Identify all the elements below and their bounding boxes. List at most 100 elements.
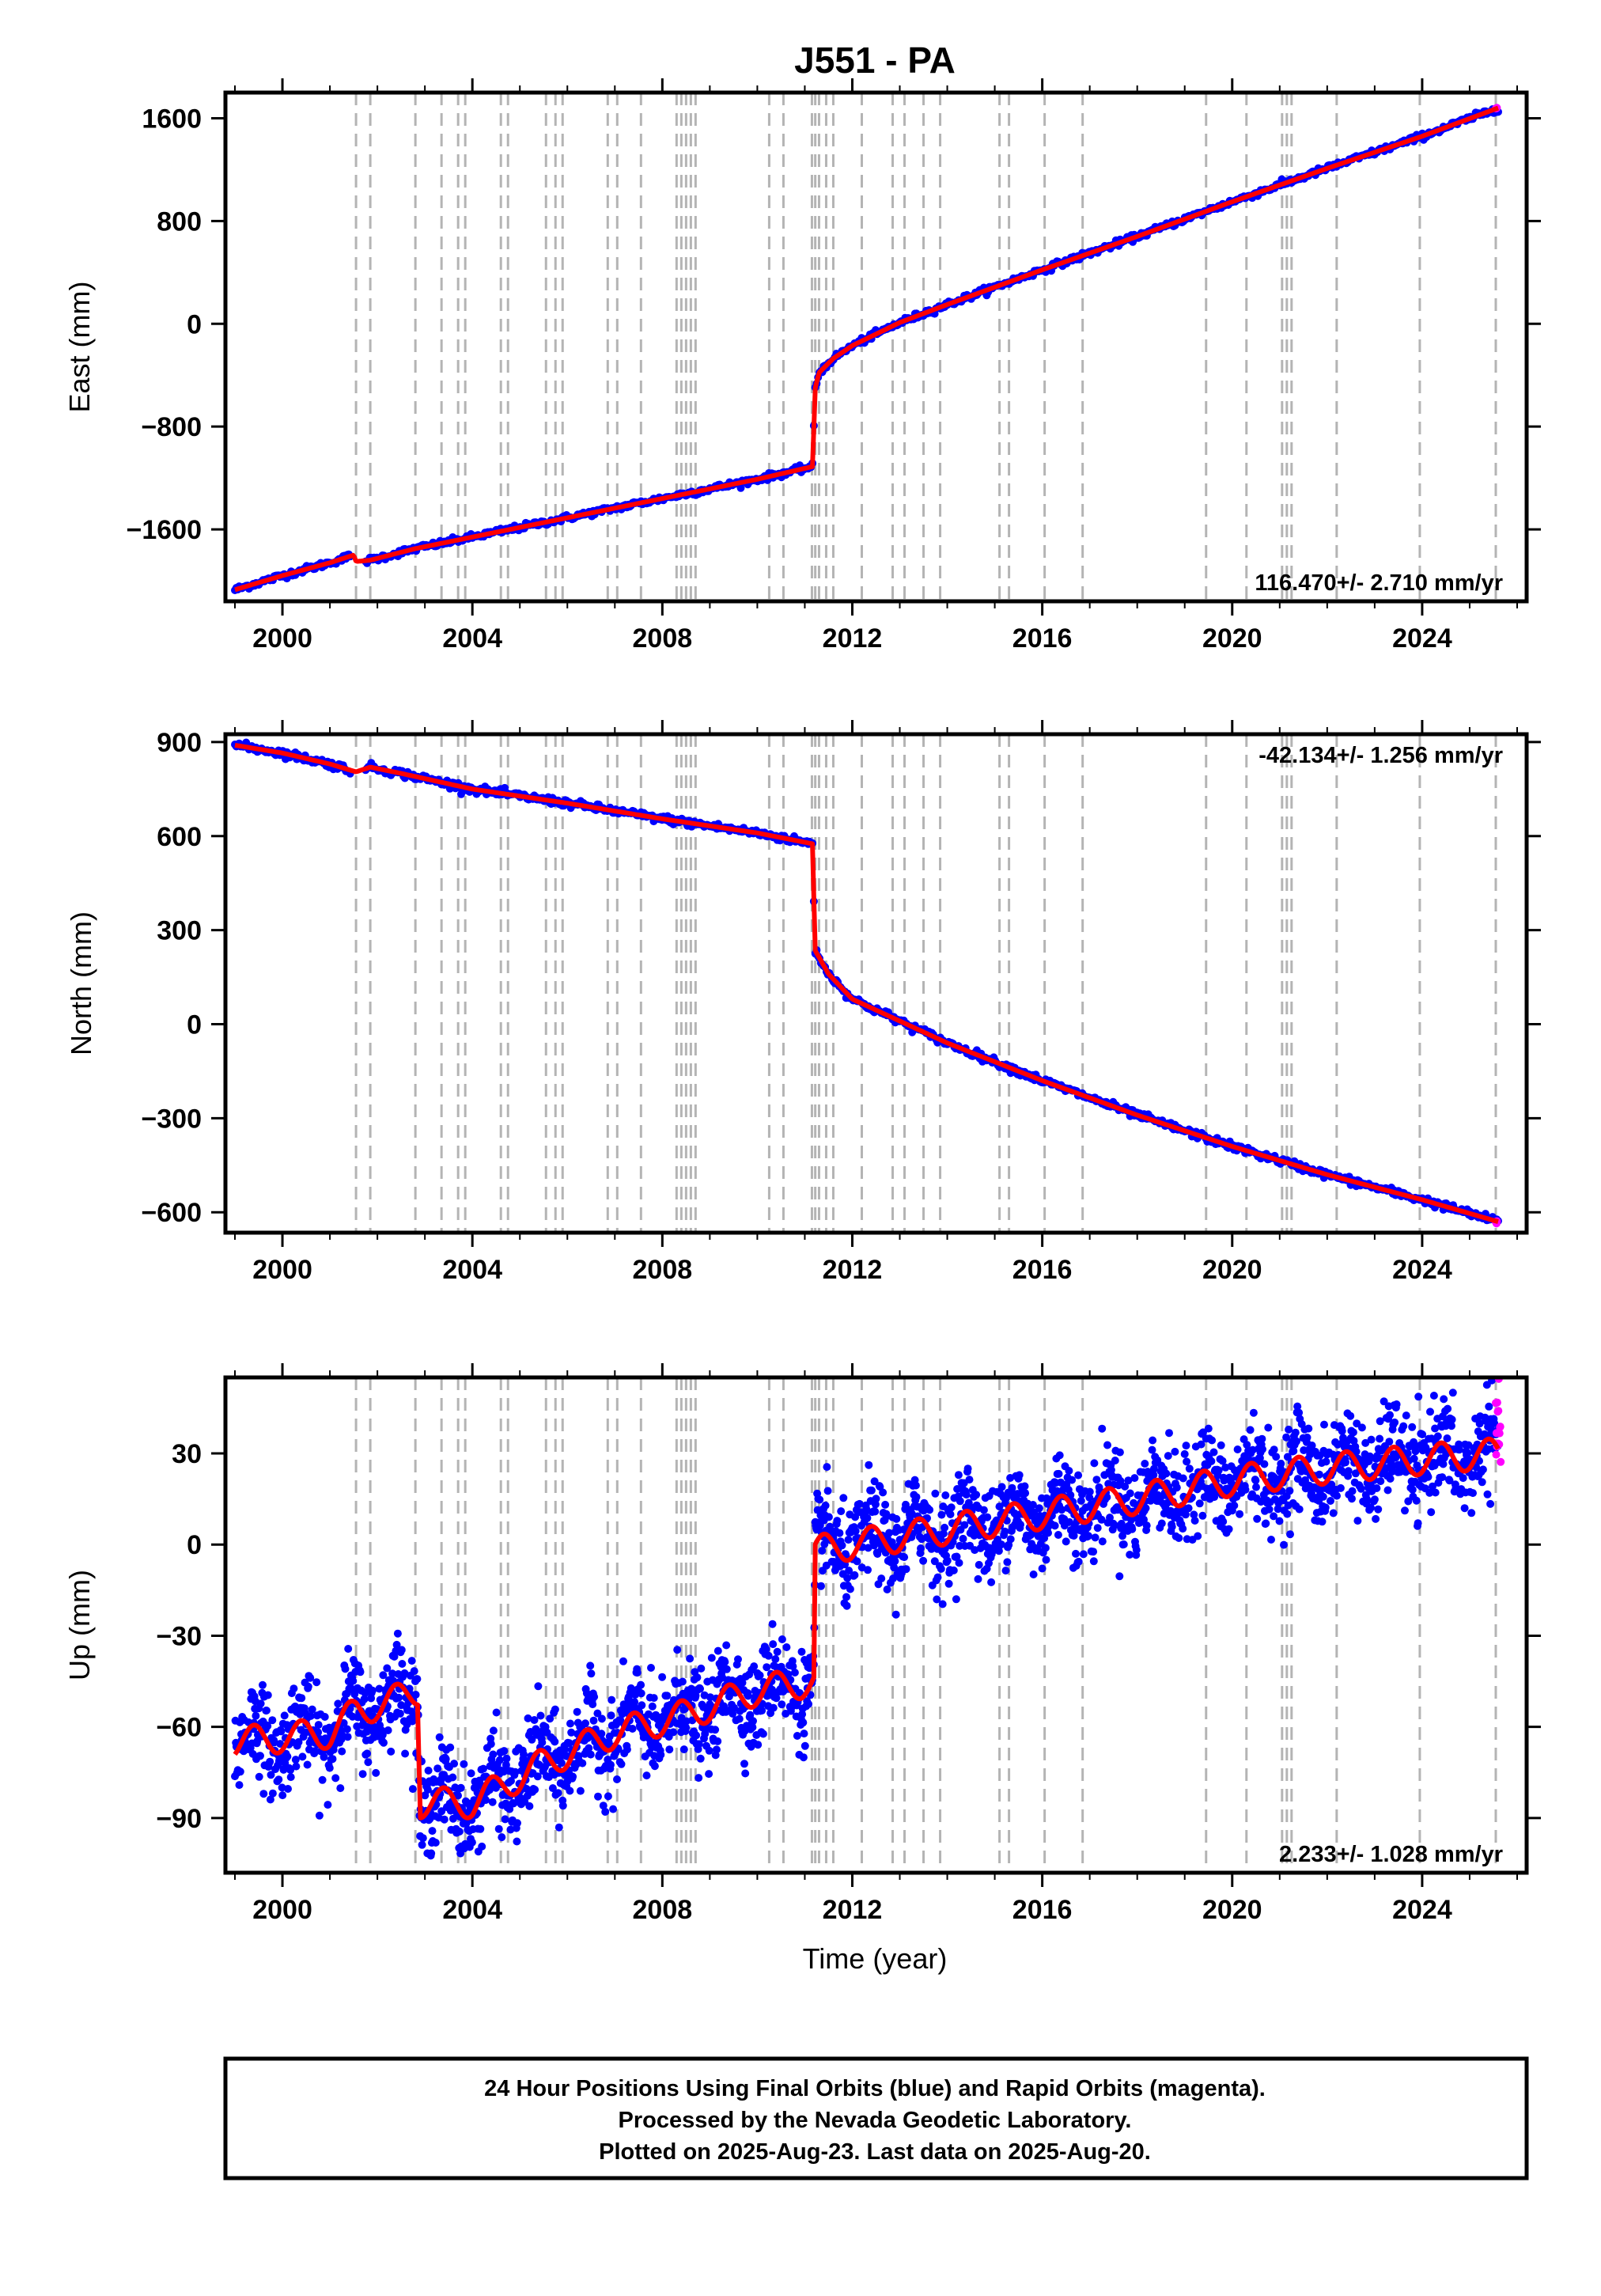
- x-tick-label: 2012: [823, 1895, 883, 1925]
- final-orbit-point: [679, 1745, 688, 1754]
- final-orbit-point: [883, 1586, 891, 1593]
- final-orbit-point: [449, 1773, 457, 1782]
- final-orbit-point: [467, 1838, 476, 1847]
- final-orbit-point: [303, 1760, 312, 1769]
- final-orbit-point: [1443, 1434, 1451, 1442]
- final-orbit-point: [1414, 1392, 1423, 1401]
- final-orbit-point: [1171, 1447, 1179, 1456]
- final-orbit-point: [1333, 1491, 1341, 1500]
- final-orbit-point: [736, 483, 745, 492]
- final-orbit-point: [1258, 1434, 1266, 1443]
- final-orbit-point: [387, 1747, 396, 1756]
- final-orbit-point: [1091, 1533, 1100, 1542]
- final-orbit-point: [1068, 1476, 1077, 1484]
- final-orbit-point: [1111, 1457, 1119, 1464]
- final-orbit-point: [851, 1527, 860, 1536]
- final-orbit-point: [268, 1716, 277, 1725]
- final-orbit-point: [933, 1595, 941, 1604]
- final-orbit-point: [741, 1769, 750, 1778]
- final-orbit-point: [1016, 1521, 1024, 1529]
- final-orbit-point: [658, 1673, 667, 1681]
- final-orbit-point: [939, 1529, 948, 1538]
- final-orbit-point: [701, 1730, 710, 1738]
- final-orbit-point: [1021, 1489, 1030, 1498]
- final-orbit-point: [607, 1760, 615, 1769]
- final-orbit-point: [1376, 1434, 1384, 1443]
- y-tick-label: 0: [187, 1530, 202, 1560]
- y-tick-label: −600: [141, 1198, 202, 1228]
- x-tick-label: 2024: [1392, 1255, 1452, 1285]
- final-orbit-point: [604, 1792, 612, 1801]
- final-orbit-point: [1006, 1535, 1015, 1544]
- velocity-label: 2.233+/- 1.028 mm/yr: [1279, 1842, 1503, 1867]
- final-orbit-point: [1241, 1485, 1250, 1494]
- final-orbit-point: [1431, 1424, 1440, 1433]
- final-orbit-point: [489, 1726, 498, 1735]
- final-orbit-point: [773, 1647, 782, 1656]
- final-orbit-point: [839, 1494, 848, 1502]
- final-orbit-point: [456, 1783, 465, 1792]
- final-orbit-point: [297, 1694, 306, 1703]
- final-orbit-point: [842, 1601, 851, 1610]
- final-orbit-point: [1318, 1517, 1327, 1526]
- final-orbit-point: [418, 1840, 426, 1849]
- final-orbit-point: [1459, 1474, 1467, 1483]
- final-orbit-point: [648, 1702, 657, 1711]
- final-orbit-point: [284, 1785, 292, 1793]
- final-orbit-point: [1035, 1504, 1043, 1513]
- final-orbit-point: [623, 1745, 631, 1754]
- final-orbit-point: [424, 1766, 433, 1775]
- final-orbit-point: [1367, 1435, 1376, 1444]
- final-orbit-point: [256, 1752, 264, 1760]
- final-orbit-point: [294, 1737, 303, 1746]
- final-orbit-point: [533, 1772, 542, 1781]
- final-orbit-point: [1180, 1449, 1189, 1458]
- final-orbit-point: [1463, 1449, 1472, 1457]
- final-orbit-point: [1391, 1418, 1399, 1426]
- final-orbit-point: [1121, 1482, 1130, 1491]
- final-orbit-point: [1344, 1467, 1353, 1476]
- final-orbit-point: [274, 1775, 283, 1784]
- final-orbit-point: [1233, 1445, 1242, 1453]
- final-orbit-point: [1214, 1466, 1223, 1475]
- final-orbit-point: [320, 1752, 328, 1761]
- final-orbit-point: [589, 1700, 597, 1709]
- final-orbit-point: [938, 1600, 947, 1608]
- final-orbit-point: [891, 1557, 899, 1566]
- plot-area: [231, 93, 1502, 601]
- final-orbit-point: [266, 1757, 274, 1766]
- final-orbit-point: [502, 1754, 511, 1763]
- final-orbit-point: [350, 1690, 359, 1699]
- final-orbit-point: [744, 1692, 752, 1700]
- final-orbit-point: [479, 1764, 487, 1773]
- final-orbit-point: [378, 1730, 387, 1739]
- final-orbit-point: [1050, 1521, 1059, 1530]
- final-orbit-point: [768, 1620, 777, 1628]
- final-orbit-point: [1106, 1514, 1114, 1522]
- final-orbit-point: [1388, 1468, 1396, 1476]
- final-orbit-point: [1015, 1471, 1024, 1480]
- final-orbit-point: [755, 1671, 764, 1680]
- final-orbit-point: [673, 1646, 682, 1654]
- final-orbit-point: [838, 1541, 846, 1550]
- final-orbit-point: [1485, 1402, 1493, 1411]
- final-orbit-point: [696, 1754, 705, 1763]
- final-orbit-point: [902, 1565, 910, 1574]
- final-orbit-point: [522, 1785, 531, 1793]
- final-orbit-point: [505, 1805, 514, 1813]
- final-orbit-point: [614, 1745, 623, 1754]
- final-orbit-point: [867, 1486, 876, 1495]
- plot-frame: [223, 732, 1529, 1235]
- final-orbit-point: [1182, 1442, 1190, 1450]
- y-tick-label: −300: [141, 1104, 202, 1134]
- final-orbit-point: [1204, 1424, 1213, 1433]
- final-orbit-point: [1141, 1504, 1150, 1513]
- x-tick-label: 2000: [252, 1895, 312, 1925]
- final-orbit-point: [959, 1534, 967, 1543]
- final-orbit-point: [467, 1769, 475, 1778]
- final-orbit-point: [1092, 1476, 1101, 1484]
- final-orbit-point: [263, 1691, 272, 1699]
- final-orbit-point: [1217, 1441, 1225, 1449]
- final-orbit-point: [1055, 1451, 1064, 1460]
- final-orbit-point: [944, 1579, 953, 1588]
